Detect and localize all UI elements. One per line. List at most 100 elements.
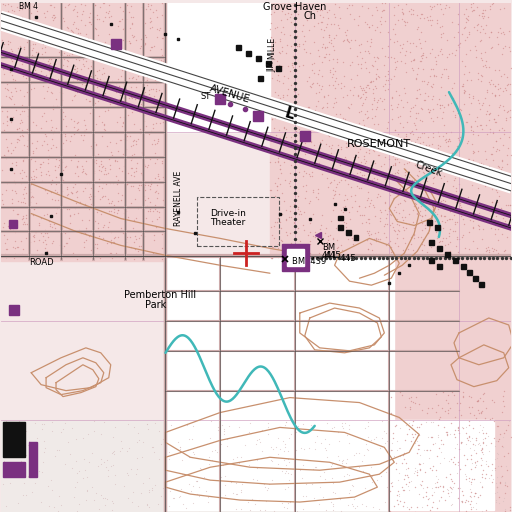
Point xyxy=(73,163,81,171)
Point xyxy=(421,187,430,196)
Point xyxy=(361,18,370,26)
Point xyxy=(317,237,325,245)
Point xyxy=(331,488,339,497)
Point xyxy=(20,106,29,115)
Point xyxy=(147,86,155,94)
Point xyxy=(110,41,118,49)
Point xyxy=(302,181,310,189)
Point xyxy=(361,253,369,261)
Point xyxy=(19,168,28,176)
Point xyxy=(396,452,404,460)
Point xyxy=(274,460,282,468)
Point xyxy=(131,231,139,240)
Point xyxy=(325,37,333,46)
Point xyxy=(66,211,74,220)
Point xyxy=(301,226,309,234)
Point xyxy=(145,130,153,138)
Point xyxy=(475,209,483,218)
Point xyxy=(281,421,289,429)
Point xyxy=(146,182,154,190)
Point xyxy=(410,119,418,127)
Point xyxy=(433,18,441,27)
Point xyxy=(318,136,326,144)
Point xyxy=(37,214,46,222)
Point xyxy=(86,190,94,198)
Point xyxy=(66,36,74,45)
Point xyxy=(499,87,507,95)
Point xyxy=(267,456,275,464)
Point xyxy=(491,82,499,90)
Point xyxy=(351,36,359,45)
Point xyxy=(329,186,337,194)
Point xyxy=(355,184,364,193)
Point xyxy=(37,67,45,75)
Point xyxy=(308,168,316,176)
Point xyxy=(416,90,424,98)
Point xyxy=(309,69,317,77)
Point xyxy=(291,248,299,256)
Point xyxy=(28,139,36,147)
Point xyxy=(151,481,159,489)
Point xyxy=(434,475,442,483)
Point xyxy=(147,179,155,187)
Point xyxy=(315,144,324,152)
Point xyxy=(265,480,273,488)
Bar xyxy=(479,282,484,287)
Point xyxy=(72,55,80,63)
Point xyxy=(397,95,406,103)
Point xyxy=(120,94,128,102)
Point xyxy=(17,116,26,124)
Point xyxy=(493,454,501,462)
Point xyxy=(459,388,467,396)
Point xyxy=(294,245,302,253)
Point xyxy=(59,139,67,147)
Point xyxy=(473,244,481,252)
Point xyxy=(57,51,66,59)
Point xyxy=(504,80,512,88)
Point xyxy=(395,468,403,477)
Point xyxy=(255,435,263,443)
Point xyxy=(425,454,433,462)
Point xyxy=(372,235,380,243)
Point xyxy=(331,187,339,195)
Point xyxy=(50,252,58,260)
Point xyxy=(456,199,464,207)
Point xyxy=(153,207,161,216)
Point xyxy=(185,435,194,443)
Point xyxy=(137,41,145,50)
Point xyxy=(428,140,436,148)
Point xyxy=(273,244,282,252)
Point xyxy=(430,71,438,79)
Point xyxy=(296,466,304,474)
Point xyxy=(487,203,496,211)
Point xyxy=(364,81,372,89)
Point xyxy=(32,199,40,207)
Point xyxy=(8,47,16,55)
Point xyxy=(435,230,443,238)
Point xyxy=(91,1,99,9)
Point xyxy=(306,228,314,236)
Point xyxy=(291,55,299,63)
Point xyxy=(169,494,178,502)
Point xyxy=(373,53,381,61)
Point xyxy=(371,26,379,34)
Point xyxy=(134,203,142,211)
Point xyxy=(373,175,381,183)
Point xyxy=(446,215,454,223)
Point xyxy=(345,37,353,46)
Point xyxy=(437,22,445,30)
Point xyxy=(322,506,330,512)
Point xyxy=(429,116,437,124)
Point xyxy=(314,235,322,243)
Point xyxy=(376,235,385,243)
Point xyxy=(359,152,368,160)
Point xyxy=(410,55,418,63)
Point xyxy=(374,72,382,80)
Point xyxy=(134,429,142,437)
Point xyxy=(477,159,485,167)
Point xyxy=(386,221,394,229)
Point xyxy=(97,55,105,63)
Point xyxy=(52,95,60,103)
Point xyxy=(276,164,284,173)
Point xyxy=(458,173,466,181)
